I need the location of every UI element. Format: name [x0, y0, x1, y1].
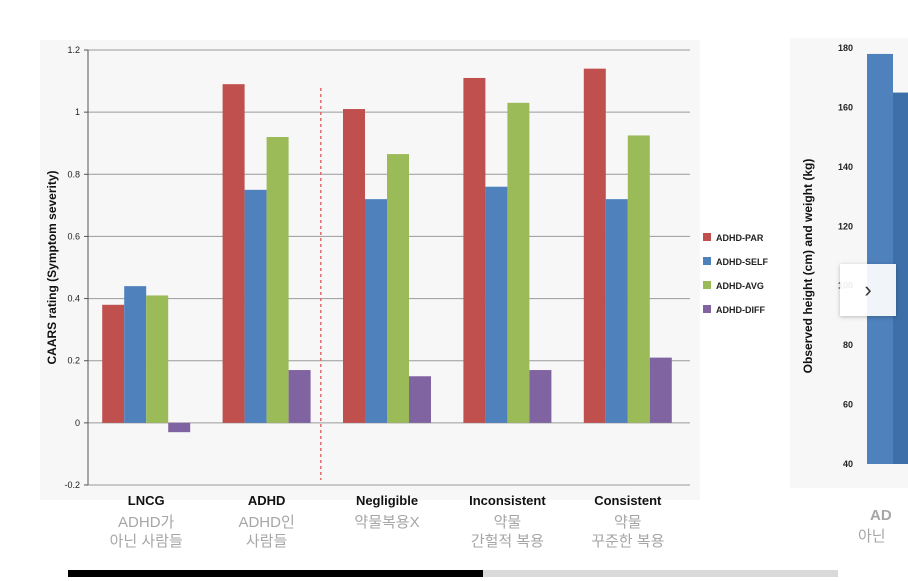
y-tick-label: 160: [838, 102, 853, 112]
y-tick-label: 40: [843, 459, 853, 469]
bar-adhd-self-consistent: [605, 199, 628, 423]
legend-swatch: [703, 305, 711, 313]
caars-bar-chart: -0.2 0 0.2 0.4 0.6 0.8 1 1.2 CAARS rating (Sympt…: [45, 45, 769, 550]
x-category-label: ADHD: [248, 493, 286, 508]
x-category-korean-label: 아닌 사람들: [110, 533, 183, 550]
x-category-korean-label: 아닌: [858, 528, 886, 545]
y-tick-label: 0.4: [67, 294, 80, 304]
x-category-korean-label: 약물복용X: [354, 514, 419, 531]
x-category-korean-label: 사람들: [246, 533, 288, 550]
bar-adhd-self-lncg: [124, 286, 147, 423]
bar-adhd-diff-negligible: [409, 376, 431, 423]
x-category-korean-label: 약물: [494, 514, 522, 531]
y-tick-label: 180: [838, 43, 853, 53]
y-tick-label: 0.2: [67, 356, 80, 366]
bar-weight: [893, 92, 908, 465]
x-category-korean-label: ADHD가: [118, 514, 175, 531]
legend-label: ADHD-DIFF: [716, 305, 765, 315]
y-tick-label: 80: [843, 340, 853, 350]
y-tick-label: 0.6: [67, 231, 80, 241]
bar-adhd-self-inconsistent: [485, 186, 508, 423]
bar-adhd-avg-negligible: [387, 154, 409, 423]
y-tick-label: 60: [843, 400, 853, 410]
y-tick-label: 1.2: [67, 45, 80, 55]
legend-label: ADHD-SELF: [716, 257, 768, 267]
bar-adhd-avg-adhd: [266, 137, 289, 423]
x-category-label: Negligible: [356, 493, 418, 508]
x-category-label: Consistent: [594, 493, 662, 508]
bar-adhd-avg-lncg: [146, 295, 169, 423]
bar-adhd-diff-inconsistent: [529, 370, 552, 423]
legend-label: ADHD-AVG: [716, 281, 764, 291]
y-tick-label: 120: [838, 221, 853, 231]
bar-adhd-diff-consistent: [649, 357, 672, 423]
legend-swatch: [703, 257, 711, 265]
bar-adhd-par-inconsistent: [463, 77, 486, 423]
bar-adhd-par-lncg: [102, 304, 125, 423]
bar-height: [867, 53, 893, 464]
legend-label: ADHD-PAR: [716, 233, 764, 243]
x-category-korean-label: 간헐적 복용: [471, 533, 544, 550]
bar-adhd-avg-consistent: [627, 135, 650, 423]
y-axis-title: CAARS rating (Symptom severity): [45, 170, 59, 364]
carousel-progress-fill: [68, 570, 484, 577]
x-category-korean-label: AD: [870, 507, 892, 524]
carousel-progress-bar: [68, 570, 838, 577]
bar-adhd-par-adhd: [222, 84, 245, 423]
next-slide-button[interactable]: ›: [840, 264, 896, 316]
chevron-right-icon: ›: [864, 277, 872, 302]
bar-adhd-self-negligible: [365, 199, 387, 423]
x-category-korean-label: 약물: [614, 514, 642, 531]
y-tick-label: 0.8: [67, 169, 80, 179]
bar-adhd-avg-inconsistent: [507, 102, 530, 423]
height-weight-bar-chart: 406080100120140160180Observed height (cm…: [790, 38, 908, 545]
y-tick-label: 0: [75, 418, 80, 428]
legend-swatch: [703, 233, 711, 241]
y-tick-label: 1: [75, 107, 80, 117]
bar-adhd-par-negligible: [343, 109, 365, 423]
x-category-label: LNCG: [128, 493, 165, 508]
x-category-label: Inconsistent: [469, 493, 546, 508]
y-tick-label: -0.2: [64, 480, 80, 490]
bar-adhd-diff-adhd: [288, 370, 311, 423]
y-axis-title: Observed height (cm) and weight (kg): [801, 159, 815, 374]
legend-swatch: [703, 281, 711, 289]
x-category-korean-label: 꾸준한 복용: [591, 533, 664, 550]
chart-slide: -0.2 0 0.2 0.4 0.6 0.8 1 1.2 CAARS rating (Sympt…: [45, 45, 769, 550]
bar-adhd-diff-lncg: [168, 422, 191, 433]
bar-adhd-par-consistent: [583, 68, 606, 423]
y-tick-label: 140: [838, 162, 853, 172]
x-category-korean-label: ADHD인: [238, 514, 294, 531]
bar-adhd-self-adhd: [244, 189, 267, 423]
